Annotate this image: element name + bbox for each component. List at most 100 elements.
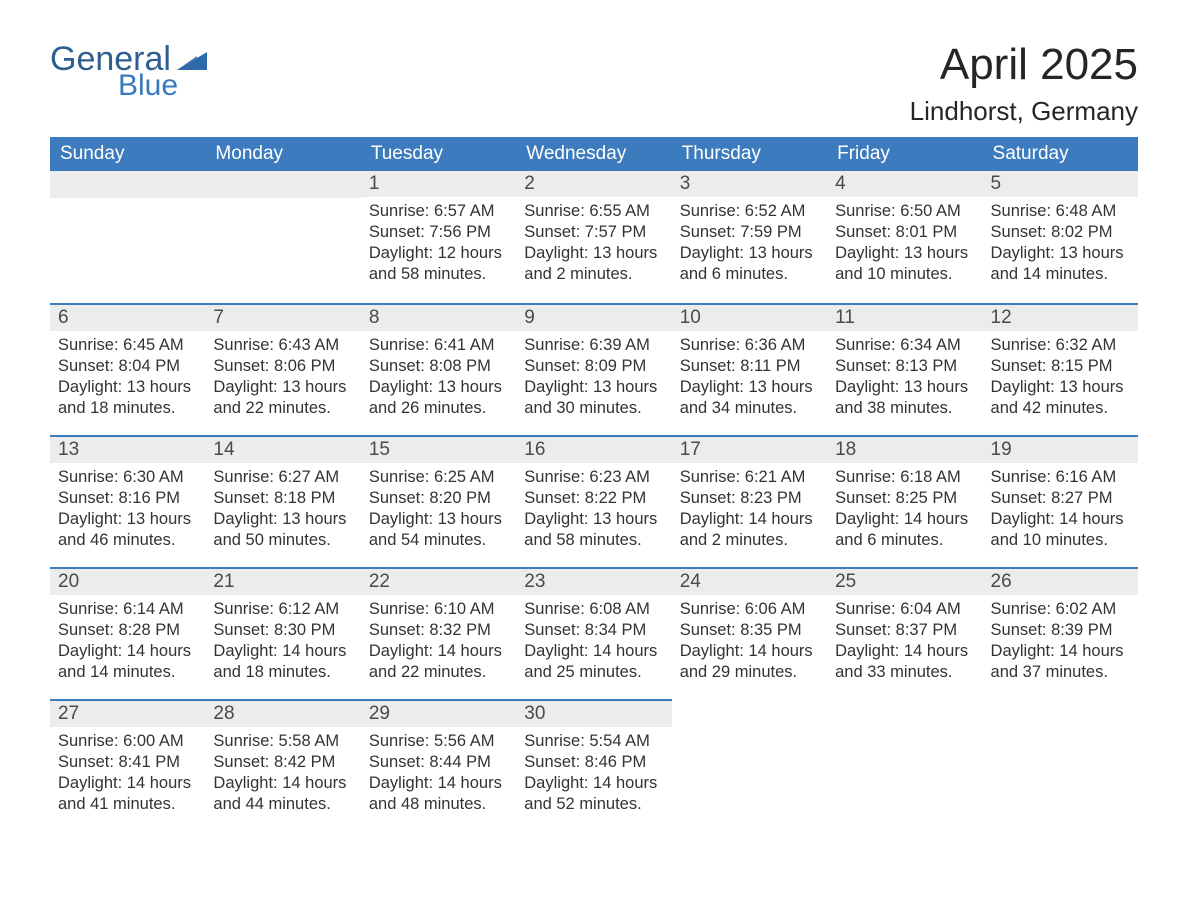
logo-triangle-icon <box>177 48 207 75</box>
sunset-line: Sunset: 8:35 PM <box>680 620 819 641</box>
calendar-cell: 19Sunrise: 6:16 AMSunset: 8:27 PMDayligh… <box>983 435 1138 567</box>
sunset-line: Sunset: 8:42 PM <box>213 752 352 773</box>
sunset-line: Sunset: 8:39 PM <box>991 620 1130 641</box>
header: General Blue April 2025 Lindhorst, Germa… <box>50 40 1138 127</box>
calendar-cell: 9Sunrise: 6:39 AMSunset: 8:09 PMDaylight… <box>516 303 671 435</box>
day-number: 10 <box>672 303 827 331</box>
calendar-week-row: 27Sunrise: 6:00 AMSunset: 8:41 PMDayligh… <box>50 699 1138 831</box>
daylight-line: Daylight: 14 hours and 14 minutes. <box>58 641 197 683</box>
sunset-line: Sunset: 8:27 PM <box>991 488 1130 509</box>
sunrise-line: Sunrise: 6:30 AM <box>58 467 197 488</box>
sunrise-line: Sunrise: 6:55 AM <box>524 201 663 222</box>
sunset-line: Sunset: 8:34 PM <box>524 620 663 641</box>
day-number: 28 <box>205 699 360 727</box>
calendar-week-row: 13Sunrise: 6:30 AMSunset: 8:16 PMDayligh… <box>50 435 1138 567</box>
day-details: Sunrise: 6:57 AMSunset: 7:56 PMDaylight:… <box>361 197 516 293</box>
daylight-line: Daylight: 14 hours and 37 minutes. <box>991 641 1130 683</box>
day-number: 14 <box>205 435 360 463</box>
location: Lindhorst, Germany <box>910 96 1138 127</box>
calendar-cell <box>983 699 1138 831</box>
day-number: 16 <box>516 435 671 463</box>
sunrise-line: Sunrise: 6:27 AM <box>213 467 352 488</box>
weekday-header: Wednesday <box>516 137 671 171</box>
daylight-line: Daylight: 13 hours and 30 minutes. <box>524 377 663 419</box>
calendar-cell <box>50 171 205 303</box>
day-number: 18 <box>827 435 982 463</box>
calendar-cell: 22Sunrise: 6:10 AMSunset: 8:32 PMDayligh… <box>361 567 516 699</box>
sunset-line: Sunset: 7:57 PM <box>524 222 663 243</box>
sunrise-line: Sunrise: 6:25 AM <box>369 467 508 488</box>
weekday-header: Sunday <box>50 137 205 171</box>
day-details: Sunrise: 6:23 AMSunset: 8:22 PMDaylight:… <box>516 463 671 559</box>
day-number: 19 <box>983 435 1138 463</box>
calendar-cell: 26Sunrise: 6:02 AMSunset: 8:39 PMDayligh… <box>983 567 1138 699</box>
day-number: 15 <box>361 435 516 463</box>
day-number: 30 <box>516 699 671 727</box>
daylight-line: Daylight: 14 hours and 22 minutes. <box>369 641 508 683</box>
sunrise-line: Sunrise: 6:45 AM <box>58 335 197 356</box>
day-number: 17 <box>672 435 827 463</box>
sunset-line: Sunset: 8:08 PM <box>369 356 508 377</box>
sunrise-line: Sunrise: 6:41 AM <box>369 335 508 356</box>
day-number: 23 <box>516 567 671 595</box>
day-number: 27 <box>50 699 205 727</box>
day-number: 2 <box>516 171 671 197</box>
day-number: 5 <box>983 171 1138 197</box>
daylight-line: Daylight: 14 hours and 10 minutes. <box>991 509 1130 551</box>
calendar-week-row: 1Sunrise: 6:57 AMSunset: 7:56 PMDaylight… <box>50 171 1138 303</box>
daylight-line: Daylight: 13 hours and 34 minutes. <box>680 377 819 419</box>
calendar-week-row: 6Sunrise: 6:45 AMSunset: 8:04 PMDaylight… <box>50 303 1138 435</box>
sunrise-line: Sunrise: 6:23 AM <box>524 467 663 488</box>
day-details: Sunrise: 6:14 AMSunset: 8:28 PMDaylight:… <box>50 595 205 691</box>
calendar-cell: 28Sunrise: 5:58 AMSunset: 8:42 PMDayligh… <box>205 699 360 831</box>
calendar-cell: 17Sunrise: 6:21 AMSunset: 8:23 PMDayligh… <box>672 435 827 567</box>
calendar-cell: 15Sunrise: 6:25 AMSunset: 8:20 PMDayligh… <box>361 435 516 567</box>
calendar-cell: 2Sunrise: 6:55 AMSunset: 7:57 PMDaylight… <box>516 171 671 303</box>
title-block: April 2025 Lindhorst, Germany <box>910 40 1138 127</box>
weekday-header: Saturday <box>983 137 1138 171</box>
day-number: 12 <box>983 303 1138 331</box>
day-details: Sunrise: 6:04 AMSunset: 8:37 PMDaylight:… <box>827 595 982 691</box>
sunset-line: Sunset: 8:44 PM <box>369 752 508 773</box>
day-details: Sunrise: 6:16 AMSunset: 8:27 PMDaylight:… <box>983 463 1138 559</box>
day-details: Sunrise: 6:12 AMSunset: 8:30 PMDaylight:… <box>205 595 360 691</box>
day-number: 20 <box>50 567 205 595</box>
daylight-line: Daylight: 14 hours and 33 minutes. <box>835 641 974 683</box>
weekday-header-row: Sunday Monday Tuesday Wednesday Thursday… <box>50 137 1138 171</box>
sunrise-line: Sunrise: 6:34 AM <box>835 335 974 356</box>
sunset-line: Sunset: 8:18 PM <box>213 488 352 509</box>
sunrise-line: Sunrise: 6:12 AM <box>213 599 352 620</box>
sunset-line: Sunset: 8:20 PM <box>369 488 508 509</box>
calendar-cell: 23Sunrise: 6:08 AMSunset: 8:34 PMDayligh… <box>516 567 671 699</box>
day-number: 22 <box>361 567 516 595</box>
daylight-line: Daylight: 13 hours and 26 minutes. <box>369 377 508 419</box>
sunrise-line: Sunrise: 6:50 AM <box>835 201 974 222</box>
daylight-line: Daylight: 14 hours and 29 minutes. <box>680 641 819 683</box>
day-details: Sunrise: 6:43 AMSunset: 8:06 PMDaylight:… <box>205 331 360 427</box>
daylight-line: Daylight: 14 hours and 2 minutes. <box>680 509 819 551</box>
day-details: Sunrise: 6:39 AMSunset: 8:09 PMDaylight:… <box>516 331 671 427</box>
sunrise-line: Sunrise: 6:18 AM <box>835 467 974 488</box>
logo: General Blue <box>50 40 207 103</box>
day-details: Sunrise: 6:00 AMSunset: 8:41 PMDaylight:… <box>50 727 205 823</box>
daylight-line: Daylight: 13 hours and 38 minutes. <box>835 377 974 419</box>
day-details: Sunrise: 6:27 AMSunset: 8:18 PMDaylight:… <box>205 463 360 559</box>
sunrise-line: Sunrise: 6:39 AM <box>524 335 663 356</box>
day-number: 25 <box>827 567 982 595</box>
calendar-cell: 1Sunrise: 6:57 AMSunset: 7:56 PMDaylight… <box>361 171 516 303</box>
day-details: Sunrise: 6:21 AMSunset: 8:23 PMDaylight:… <box>672 463 827 559</box>
calendar-cell <box>205 171 360 303</box>
day-details: Sunrise: 6:50 AMSunset: 8:01 PMDaylight:… <box>827 197 982 293</box>
calendar-body: 1Sunrise: 6:57 AMSunset: 7:56 PMDaylight… <box>50 171 1138 831</box>
daylight-line: Daylight: 14 hours and 41 minutes. <box>58 773 197 815</box>
calendar-cell <box>827 699 982 831</box>
weekday-header: Friday <box>827 137 982 171</box>
calendar-cell: 29Sunrise: 5:56 AMSunset: 8:44 PMDayligh… <box>361 699 516 831</box>
daylight-line: Daylight: 13 hours and 22 minutes. <box>213 377 352 419</box>
day-number: 9 <box>516 303 671 331</box>
calendar-cell: 7Sunrise: 6:43 AMSunset: 8:06 PMDaylight… <box>205 303 360 435</box>
day-number: 24 <box>672 567 827 595</box>
sunset-line: Sunset: 8:30 PM <box>213 620 352 641</box>
sunrise-line: Sunrise: 6:57 AM <box>369 201 508 222</box>
day-details: Sunrise: 6:10 AMSunset: 8:32 PMDaylight:… <box>361 595 516 691</box>
